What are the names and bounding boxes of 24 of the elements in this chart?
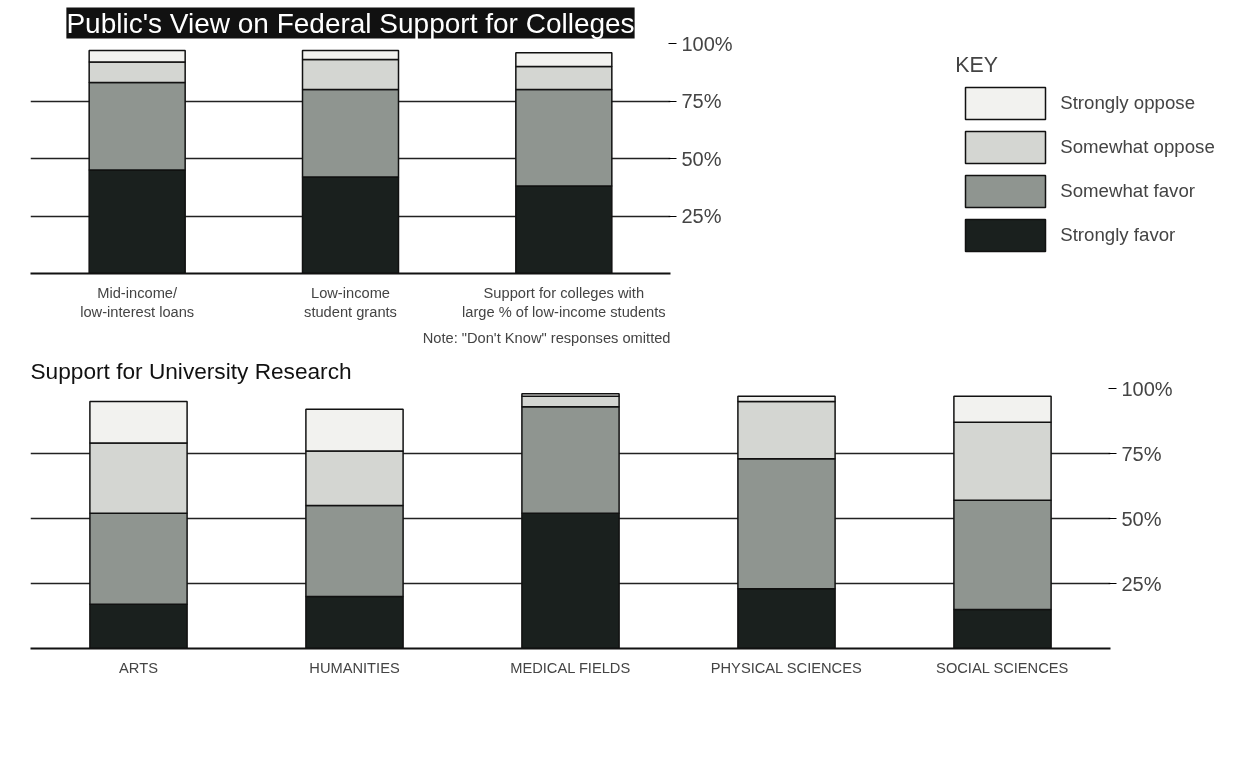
y-tick-label: 100% <box>1121 377 1173 400</box>
y-tick-label: 50% <box>1121 507 1162 530</box>
x-tick-label: Support for colleges with large % of low-income students <box>462 284 666 320</box>
chart-title: Support for University Research <box>30 357 352 384</box>
x-tick-label: PHYSICAL SCIENCES <box>710 659 862 676</box>
x-tick-label: SOCIAL SCIENCES <box>936 659 1069 676</box>
legend-label: Strongly oppose <box>1060 92 1196 114</box>
y-tick-label: 75% <box>681 90 722 112</box>
x-tick-label: HUMANITIES <box>309 659 400 676</box>
y-tick-label: 100% <box>681 32 733 55</box>
y-tick-label: 25% <box>1121 572 1162 595</box>
x-tick-label: MEDICAL FIELDS <box>510 659 631 676</box>
x-tick-label: ARTS <box>119 659 159 676</box>
legend-label: Strongly favor <box>1060 224 1176 246</box>
legend-title: KEY <box>955 53 999 78</box>
text: Note: "Don't Know" responses omitted <box>422 329 671 346</box>
y-tick-label: 25% <box>681 205 722 227</box>
x-tick-label: Low-income student grants <box>304 284 397 320</box>
chart-title: Public's View on Federal Support for Colleges <box>66 7 635 39</box>
y-tick-label: 75% <box>1121 442 1162 465</box>
legend-label: Somewhat favor <box>1060 180 1196 202</box>
legend-label: Somewhat oppose <box>1060 136 1215 158</box>
x-tick-label: Mid-income/ low-interest loans <box>80 284 195 320</box>
y-tick-label: 50% <box>681 147 722 170</box>
